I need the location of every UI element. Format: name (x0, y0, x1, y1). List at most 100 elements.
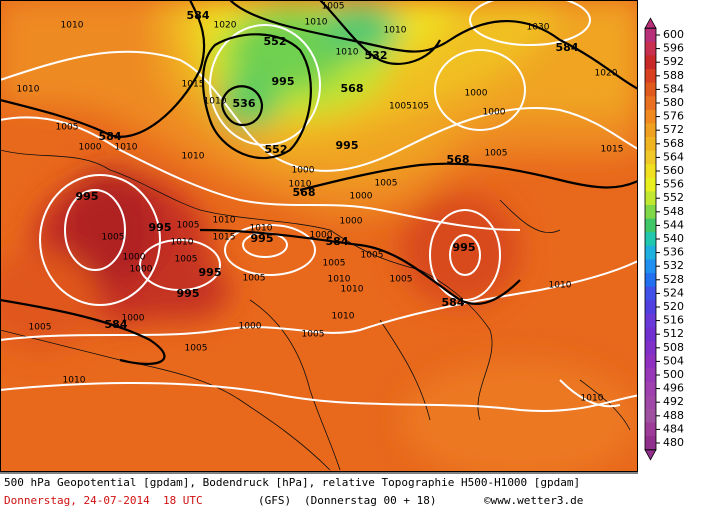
colorbar-frame (644, 27, 657, 451)
contour-label: 584 (556, 41, 579, 54)
colorbar-swatch (645, 341, 656, 356)
contour-label: 1000 (239, 322, 262, 332)
contour-label: 1000 (483, 108, 506, 118)
colorbar-swatch (645, 205, 656, 220)
contour-label: 1000 (465, 89, 488, 99)
colorbar-swatch (645, 354, 656, 369)
contour-label: 1010 (115, 143, 138, 153)
contour-label: 1005 (185, 344, 208, 354)
contour-label: 568 (341, 82, 364, 95)
colorbar-swatch (645, 69, 656, 84)
contour-label: 1000 (350, 192, 373, 202)
contour-label: 1005 (323, 259, 346, 269)
colorbar-swatch (645, 28, 656, 43)
colorbar-swatch (645, 41, 656, 56)
contour-label: 1010 (213, 216, 236, 226)
colorbar-label: 576 (663, 110, 684, 123)
colorbar-label: 520 (663, 300, 684, 313)
colorbar-label: 544 (663, 218, 684, 231)
colorbar-swatch (645, 286, 656, 301)
contour-label: 584 (326, 235, 349, 248)
contour-label: 1010 (289, 180, 312, 190)
contour-label: 1005 (175, 255, 198, 265)
contour-label: 1005 (56, 123, 79, 133)
colorbar-swatch (645, 109, 656, 124)
contour-label: 1010 (328, 275, 351, 285)
contour-label: 1005 (361, 251, 384, 261)
colorbar-label: 484 (663, 422, 684, 435)
contour-label: 995 (251, 232, 274, 245)
field-shading (0, 0, 638, 472)
contour-label: 1000 (130, 265, 153, 275)
colorbar-swatch (645, 150, 656, 165)
contour-label: 1010 (581, 394, 604, 404)
contour-label: 1005 (177, 221, 200, 231)
colorbar-label: 580 (663, 96, 684, 109)
contour-label: 1005 (390, 275, 413, 285)
colorbar-swatch (645, 123, 656, 138)
colorbar-label: 596 (663, 42, 684, 55)
colorbar-swatch (645, 245, 656, 260)
colorbar-swatch (645, 177, 656, 192)
contour-label: 1000 (122, 314, 145, 324)
colorbar-swatch (645, 273, 656, 288)
contour-label: 1005 (243, 274, 266, 284)
footer-run: (Donnerstag 00 + 18) (304, 494, 436, 507)
contour-label: 1005105 (389, 102, 429, 112)
footer-credit: ©www.wetter3.de (484, 494, 583, 507)
colorbar-label: 524 (663, 286, 684, 299)
contour-label: 568 (447, 153, 470, 166)
contour-label: 536 (233, 97, 256, 110)
contour-label: 1010 (17, 85, 40, 95)
contour-label: 584 (187, 9, 210, 22)
colorbar-swatch (645, 82, 656, 97)
colorbar: 6005965925885845805765725685645605565525… (644, 17, 684, 461)
colorbar-label: 516 (663, 314, 684, 327)
contour-label: 1010 (250, 224, 273, 234)
colorbar-label: 584 (663, 82, 684, 95)
contour-label: 1010 (341, 285, 364, 295)
contour-label: 1010 (384, 26, 407, 36)
contour-label: 1000 (340, 217, 363, 227)
contour-label: 1010 (332, 312, 355, 322)
footer-date: Donnerstag, 24-07-2014 18 UTC (4, 494, 203, 507)
colorbar-label: 492 (663, 395, 684, 408)
contour-label: 584 (442, 296, 465, 309)
contour-label: 1020 (214, 21, 237, 31)
contour-label: 532 (365, 49, 388, 62)
map-frame (0, 0, 638, 472)
colorbar-label: 548 (663, 205, 684, 218)
contour-label: 995 (272, 75, 295, 88)
colorbar-label: 500 (663, 368, 684, 381)
colorbar-swatch (645, 96, 656, 111)
footer-description: 500 hPa Geopotential [gpdam], Bodendruck… (4, 476, 580, 489)
contour-label: 552 (264, 35, 287, 48)
colorbar-label: 508 (663, 341, 684, 354)
contour-label: 552 (265, 143, 288, 156)
footer-model: (GFS) (258, 494, 291, 507)
colorbar-swatch (645, 313, 656, 328)
colorbar-label: 528 (663, 273, 684, 286)
contour-label: 1010 (171, 238, 194, 248)
colorbar-label: 560 (663, 164, 684, 177)
colorbar-swatch (645, 164, 656, 179)
contour-label: 1010 (63, 376, 86, 386)
contour-label: 1010 (305, 18, 328, 28)
colorbar-label: 572 (663, 123, 684, 136)
colorbar-swatch (645, 218, 656, 233)
contour-label: 1000 (310, 231, 333, 241)
colorbar-swatch (645, 300, 656, 315)
contour-label: 584 (99, 130, 122, 143)
contour-label: 1010 (61, 21, 84, 31)
colorbar-label: 592 (663, 55, 684, 68)
colorbar-label: 532 (663, 259, 684, 272)
colorbar-label: 552 (663, 191, 684, 204)
contour-label: 995 (453, 241, 476, 254)
colorbar-label: 536 (663, 246, 684, 259)
contour-label: 995 (149, 221, 172, 234)
contour-label: 1000 (292, 166, 315, 176)
contour-label: 1015 (182, 80, 205, 90)
contour-label: 995 (76, 190, 99, 203)
contour-label: 568 (293, 186, 316, 199)
